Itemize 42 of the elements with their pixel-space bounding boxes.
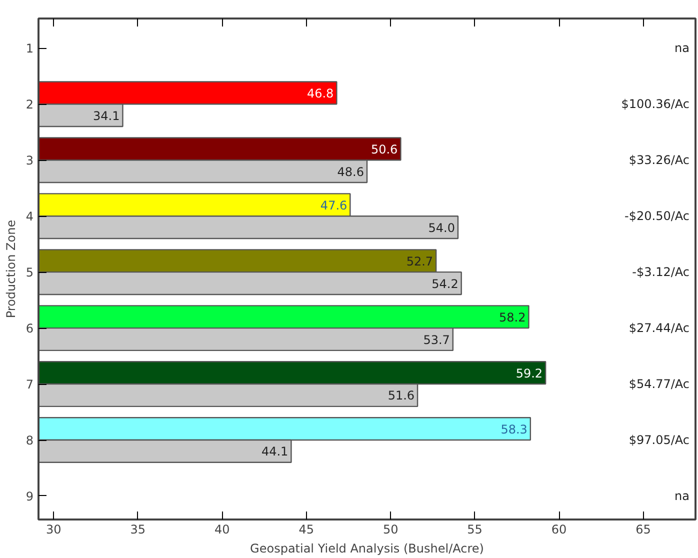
data-label: 44.1	[261, 444, 288, 459]
data-label: 51.6	[388, 388, 415, 403]
data-label: 46.8	[306, 86, 334, 100]
x-tick-label: 60	[551, 522, 567, 536]
x-tick-label: 40	[214, 522, 230, 536]
data-label: 34.1	[93, 108, 120, 123]
x-tick-label: 45	[298, 522, 314, 536]
y-tick-label: 5	[26, 266, 34, 280]
annotation: $27.44/Ac	[628, 321, 690, 336]
x-tick-label: 65	[636, 522, 651, 536]
y-tick-label: 9	[26, 489, 34, 504]
data-label: 58.2	[499, 310, 526, 324]
x-axis-title: Geospatial Yield Analysis (Bushel/Acre)	[250, 542, 484, 556]
data-label: 59.2	[516, 366, 543, 380]
data-label: 48.6	[337, 164, 364, 179]
annotation: $54.77/Ac	[628, 377, 690, 392]
y-tick-label: 3	[26, 154, 34, 168]
annotation: -$20.50/Ac	[624, 209, 690, 224]
y-tick-label: 8	[26, 434, 34, 448]
annotation: $97.05/Ac	[628, 433, 690, 448]
y-axis-title: Production Zone	[4, 220, 18, 318]
x-tick-label: 35	[130, 522, 146, 536]
x-tick-label: 55	[467, 522, 482, 536]
x-tick-label: 30	[46, 522, 62, 536]
y-tick-label: 7	[26, 378, 34, 392]
annotation: na	[674, 488, 690, 503]
annotation: -$3.12/Ac	[632, 265, 690, 280]
data-label: 52.7	[406, 254, 434, 268]
annotation: na	[674, 41, 690, 56]
y-tick-label: 2	[26, 98, 34, 112]
annotation: $100.36/Ac	[621, 97, 690, 112]
y-tick-label: 4	[26, 210, 34, 224]
data-label: 54.2	[432, 276, 458, 291]
data-label: 50.6	[370, 142, 398, 156]
data-label: 54.0	[428, 220, 455, 235]
data-label: 47.6	[320, 198, 348, 212]
data-label: 58.3	[500, 422, 528, 436]
x-tick-label: 50	[382, 522, 398, 536]
data-label: 53.7	[423, 332, 450, 347]
y-tick-label: 6	[26, 322, 34, 336]
y-tick-label: 1	[26, 42, 34, 56]
annotation: $33.26/Ac	[628, 153, 690, 168]
